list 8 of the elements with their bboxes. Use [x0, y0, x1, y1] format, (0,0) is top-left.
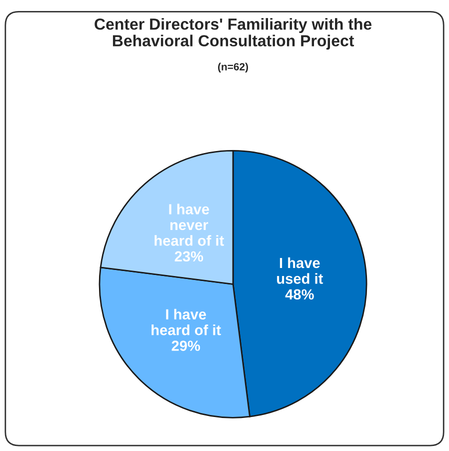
slice-label: I have heard of it [152, 308, 221, 336]
chart-subtitle: (n=62) [218, 62, 248, 73]
data-label: 29% [172, 340, 200, 351]
slice-label: I have used it [277, 257, 323, 284]
data-label: 23% [174, 251, 204, 262]
chart-title: Center Directors' Familiarity with the Behavioral Consultation Project [94, 18, 372, 50]
data-label: 48% [285, 289, 314, 300]
slice-label: I have never heard of it [154, 204, 224, 246]
